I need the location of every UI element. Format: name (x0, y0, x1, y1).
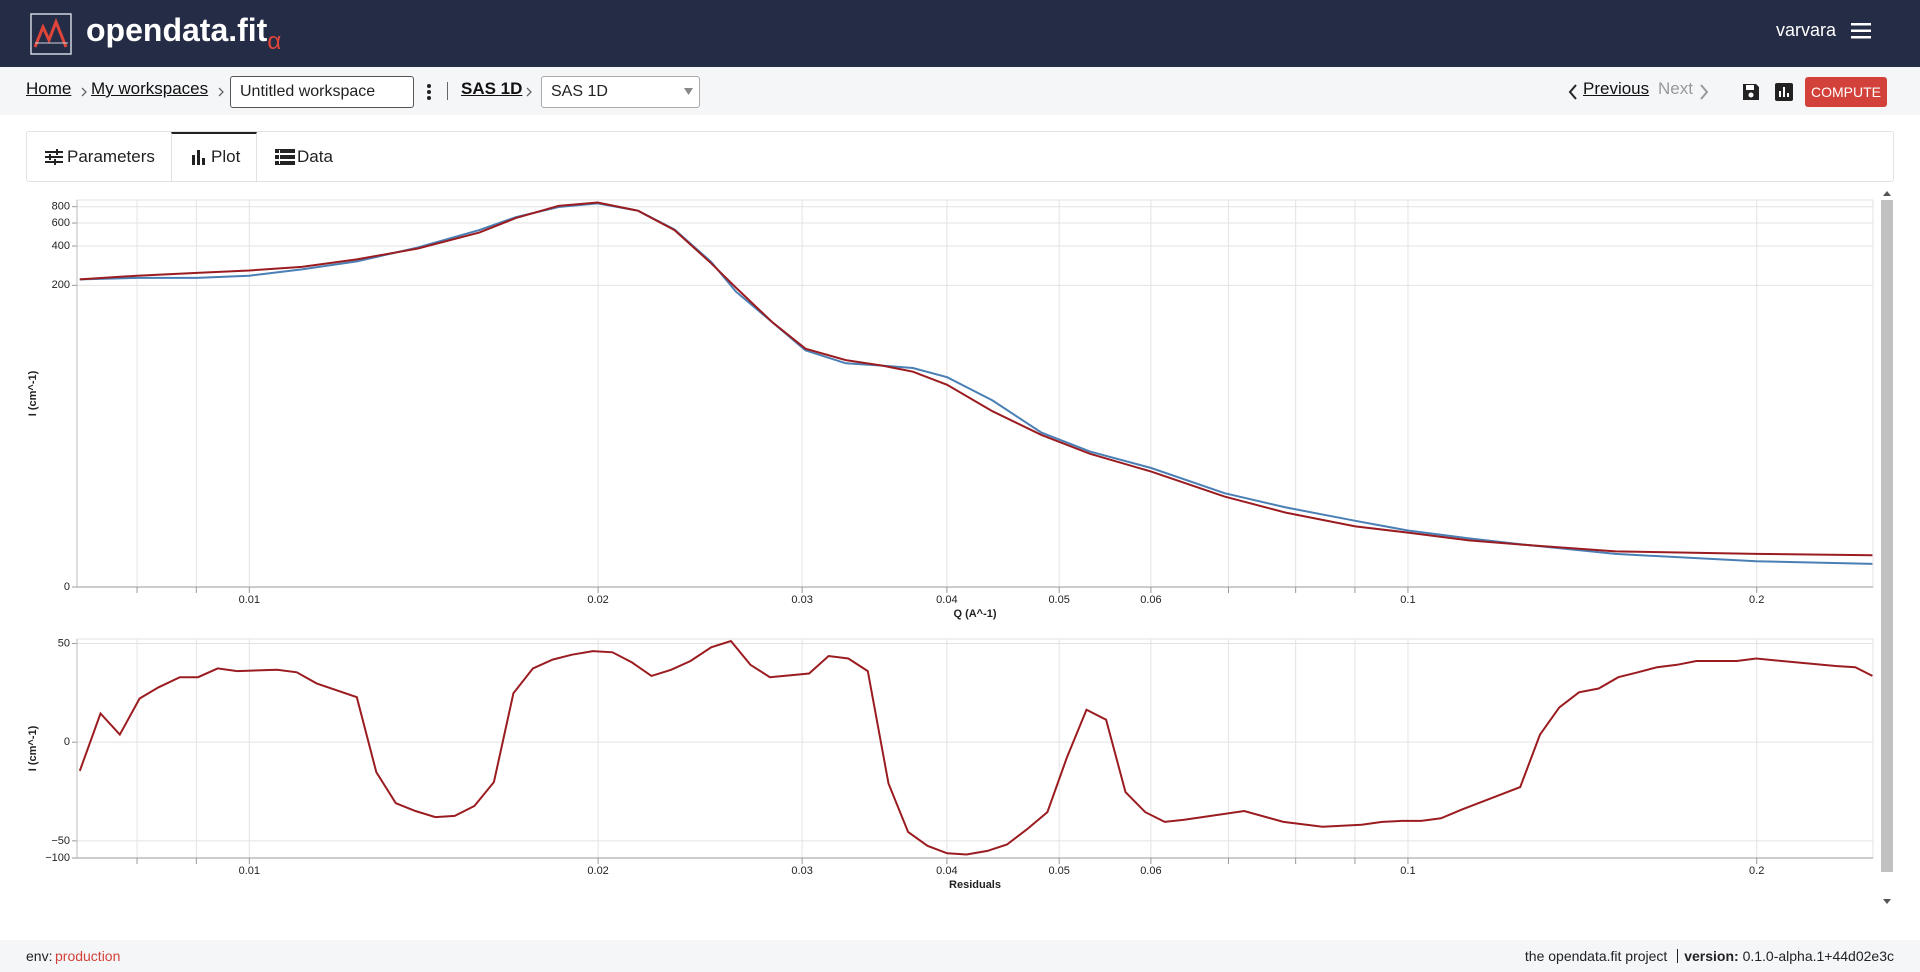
top-bar: opendata.fitα varvara (0, 0, 1920, 67)
plot-tab-icon (192, 150, 205, 165)
version-label: version: (1684, 948, 1739, 964)
x-tick-label: 0.05 (1048, 594, 1069, 606)
brand[interactable]: opendata.fitα (86, 12, 281, 56)
x-tick-label: 0.06 (1140, 865, 1161, 877)
user-name[interactable]: varvara (1775, 20, 1836, 40)
x-tick-label: 0.2 (1749, 594, 1764, 606)
y-axis-label: I (cm^-1) (27, 370, 39, 416)
x-tick-label: 0.2 (1749, 865, 1764, 877)
workspace-name-input[interactable]: Untitled workspace (230, 76, 414, 108)
brand-name: opendata.fit (86, 12, 268, 48)
scroll-down[interactable] (1883, 899, 1891, 904)
breadcrumb-bar: Home My workspaces Untitled workspace SA… (0, 67, 1920, 115)
series-line (79, 202, 1873, 565)
next-link[interactable]: Next (1658, 79, 1693, 98)
chevron (526, 87, 532, 97)
version: 0.1.0-alpha.1+44d02e3c (1742, 948, 1894, 964)
x-tick-label: 0.1 (1400, 865, 1415, 877)
y-tick-label: 0 (64, 581, 70, 593)
project-name: the opendata.fit project (1524, 948, 1668, 964)
x-tick-label: 0.02 (587, 865, 608, 877)
model-select[interactable]: SAS 1D (541, 76, 700, 108)
x-tick-label: 0.06 (1140, 594, 1161, 606)
plot-frame (76, 638, 1874, 859)
y-tick-label: −100 (45, 852, 70, 864)
menu-icon[interactable] (1851, 23, 1871, 39)
separator (447, 82, 448, 100)
parameters-icon (45, 149, 63, 165)
x-axis-label: Residuals (949, 879, 1001, 891)
data-icon (275, 149, 295, 165)
previous-icon[interactable] (1568, 83, 1578, 101)
y-tick-label: 0 (64, 736, 70, 748)
scrollbar-thumb[interactable] (1881, 200, 1893, 872)
y-tick-label: 800 (52, 201, 70, 213)
separator (1677, 949, 1679, 963)
series-line (79, 201, 1873, 557)
save-icon[interactable] (1742, 83, 1760, 101)
tab-data[interactable]: Data (257, 132, 347, 181)
y-tick-label: −50 (51, 835, 70, 847)
y-tick-label: 200 (52, 279, 70, 291)
brand-suffix: α (267, 28, 282, 55)
plots: 0.01 0.02 0.03 0.04 0.05 0.06 0.1 0.2 0 200 400 600… (27, 191, 1893, 904)
logo[interactable] (30, 13, 72, 55)
y-tick-label: 600 (52, 217, 70, 229)
compute-button[interactable]: COMPUTE (1805, 77, 1887, 107)
y-tick-label: 400 (52, 240, 70, 252)
series-line (78, 639, 1873, 856)
x-tick-label: 0.02 (587, 594, 608, 606)
tab-parameters[interactable]: Parameters (27, 132, 171, 181)
select-caret (684, 88, 693, 95)
tab-label: Data (297, 147, 333, 166)
home-link[interactable]: Home (26, 79, 72, 98)
footer: env: production the opendata.fit project… (0, 940, 1920, 972)
tab-label: Plot (211, 147, 241, 166)
x-tick-label: 0.05 (1048, 865, 1069, 877)
plot-icon[interactable] (1775, 83, 1793, 101)
next-icon[interactable] (1699, 83, 1709, 101)
x-tick-label: 0.04 (936, 594, 957, 606)
y-tick-label: 50 (58, 637, 70, 649)
kebab-menu[interactable] (425, 83, 433, 101)
x-tick-label: 0.03 (791, 865, 812, 877)
x-tick-label: 0.04 (936, 865, 957, 877)
env-label: env: (26, 948, 53, 964)
chevron (81, 87, 87, 97)
x-tick-label: 0.01 (239, 594, 260, 606)
y-axis-label: I (cm^-1) (27, 725, 39, 771)
plot-frame (76, 199, 1874, 588)
tab-bar: Parameters Plot Data (26, 131, 1894, 182)
tab-label: Parameters (67, 147, 155, 166)
x-tick-label: 0.03 (791, 594, 812, 606)
scroll-up[interactable] (1883, 191, 1891, 196)
x-tick-label: 0.01 (239, 865, 260, 877)
x-axis-label: Q (A^-1) (953, 608, 996, 620)
workspaces-link[interactable]: My workspaces (91, 79, 209, 98)
tab-plot[interactable]: Plot (171, 132, 257, 181)
previous-link[interactable]: Previous (1583, 79, 1650, 98)
version-info: the opendata.fit project version: 0.1.0-… (1525, 940, 1894, 972)
model-link[interactable]: SAS 1D (461, 79, 523, 98)
x-tick-label: 0.1 (1400, 594, 1415, 606)
chevron (218, 87, 224, 97)
env-value: production (55, 948, 121, 964)
